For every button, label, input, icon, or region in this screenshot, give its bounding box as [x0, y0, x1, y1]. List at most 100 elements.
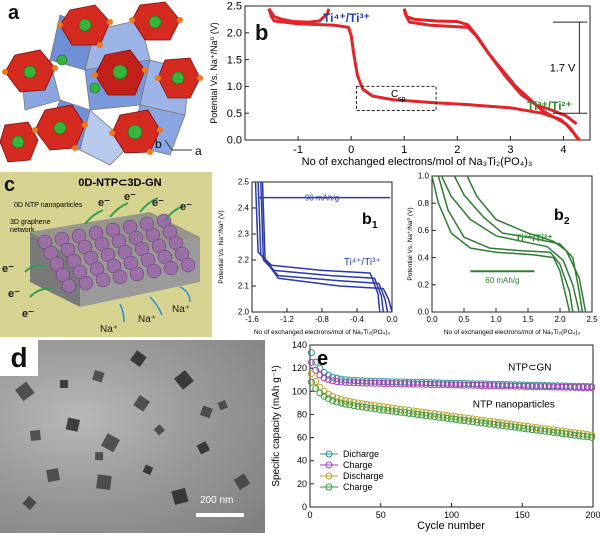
data-point	[448, 381, 455, 389]
y-tick-label: 140	[292, 340, 307, 350]
chart-b1: -1.6 -1.2 -0.8 -0.4 0.0 2.0 2.1 2.2 2.3 2.4 2.5 No …	[217, 178, 398, 336]
csp-subscript: sp	[398, 96, 406, 103]
crystal-structure-illustration: a b	[0, 1, 203, 166]
electron-label: e⁻	[2, 263, 14, 275]
data-point	[426, 412, 434, 420]
scheme-label-network-1: 3D graphene	[10, 219, 51, 226]
data-point	[452, 416, 460, 423]
data-point	[405, 380, 413, 388]
data-point	[329, 397, 337, 404]
x-tick-label: 2.0	[554, 315, 566, 324]
data-point	[397, 380, 405, 388]
data-point	[307, 349, 315, 357]
y-tick-label: 0.2	[418, 280, 430, 289]
chart-b: -1 0 1 2 3 4 0.0 0.5 1.0 1.5 2.0 2.5 No of exchanged…	[209, 1, 591, 168]
legend-label: Discharge	[343, 471, 384, 481]
y-tick-label: 2.4	[238, 204, 250, 213]
data-point	[341, 378, 349, 386]
data-point	[363, 379, 371, 387]
data-point	[482, 382, 489, 390]
data-point	[537, 383, 545, 391]
data-point	[414, 380, 421, 388]
data-point	[541, 383, 549, 391]
data-point	[409, 410, 417, 418]
y-tick-label: 0.0	[418, 308, 430, 317]
data-point	[473, 418, 481, 426]
data-point	[363, 404, 371, 412]
data-point	[566, 431, 574, 439]
electron-label: e⁻	[124, 191, 136, 203]
data-point	[405, 378, 413, 386]
legend-label: Dicharge	[343, 449, 379, 459]
data-point	[409, 380, 417, 388]
x-tick-label: 0	[307, 510, 312, 520]
x-tick-label: 2	[454, 144, 460, 156]
data-point	[418, 411, 426, 419]
data-point	[392, 378, 400, 386]
data-point	[456, 381, 464, 389]
data-point	[422, 379, 430, 386]
data-point	[448, 412, 455, 420]
data-point	[354, 402, 362, 410]
ti43-annotation: Ti⁴⁺/Ti³⁺	[344, 257, 381, 268]
y-tick-label: 2.5	[227, 1, 242, 13]
data-point	[532, 426, 540, 434]
data-point	[380, 406, 388, 414]
data-point	[405, 409, 413, 417]
tem-particles	[15, 350, 251, 517]
data-point	[456, 416, 464, 424]
x-tick-label: 150	[515, 510, 530, 520]
panel-label-d: d	[0, 340, 38, 376]
x-tick-label: 1.0	[490, 315, 502, 324]
data-point	[588, 384, 596, 392]
electron-label: e⁻	[8, 288, 20, 300]
tem-particle	[153, 424, 165, 436]
data-point	[507, 423, 515, 431]
data-point	[346, 401, 354, 409]
data-point	[503, 382, 511, 390]
ntp-gn-annotation: NTP⊂GN	[508, 362, 551, 373]
data-point	[511, 382, 519, 390]
panel-label-b2-sub: 2	[564, 216, 570, 227]
data-point	[498, 382, 506, 390]
data-point	[583, 433, 591, 441]
tem-particle	[130, 350, 147, 368]
data-point	[397, 378, 405, 386]
data-point	[443, 414, 451, 422]
data-point	[558, 430, 566, 437]
tem-particle	[233, 473, 251, 490]
data-point	[380, 378, 388, 385]
data-point	[431, 379, 438, 387]
data-point	[409, 378, 417, 386]
data-point	[388, 380, 396, 388]
y-tick-label: 20	[297, 479, 307, 489]
electron-label: e⁻	[180, 201, 192, 213]
data-point	[566, 383, 574, 391]
data-point	[465, 381, 472, 389]
tem-scale-bar-label: 200 nm	[200, 495, 234, 506]
x-tick-label: 2.5	[586, 315, 598, 324]
electron-label: e⁻	[22, 308, 34, 320]
data-point	[469, 415, 477, 423]
data-point	[571, 383, 579, 391]
data-point	[469, 418, 477, 426]
electron-label: e⁻	[98, 197, 110, 209]
data-point	[384, 380, 392, 388]
legend-marker	[325, 450, 333, 458]
plot-frame	[431, 175, 593, 313]
x-tick-label: 200	[585, 510, 600, 520]
y-tick-label: 2.1	[238, 282, 250, 291]
tem-particle	[200, 405, 213, 419]
y-tick-label: 2.0	[227, 27, 242, 39]
y-tick-label: 2.2	[238, 256, 250, 265]
ti32-annotation: Ti³⁺/Ti²⁺	[527, 99, 572, 113]
x-tick-label: 1	[401, 144, 407, 156]
scheme-label-network-2: network	[10, 227, 35, 234]
tem-particle	[15, 381, 35, 402]
crystal-axis-a: a	[195, 144, 202, 158]
x-tick-label: 0.0	[426, 315, 438, 324]
series-line	[453, 175, 584, 313]
data-point	[324, 376, 332, 384]
y-tick-label: 80	[297, 409, 307, 419]
tem-particle	[95, 452, 104, 461]
